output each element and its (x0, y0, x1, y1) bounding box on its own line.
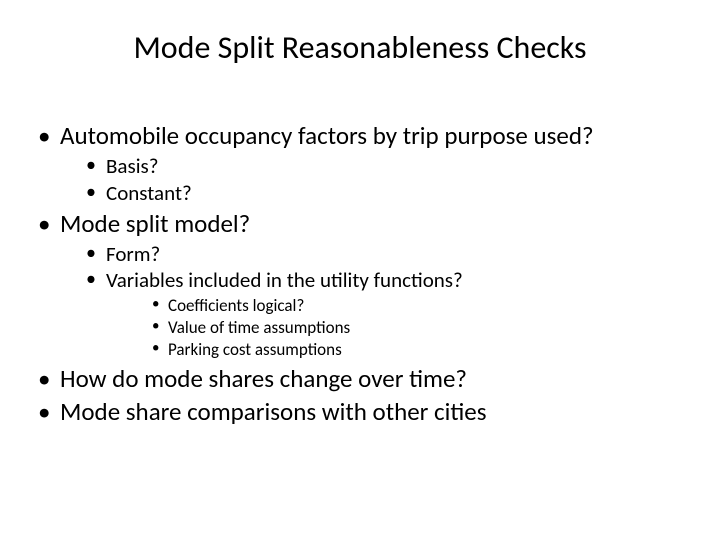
list-item: Value of time assumptions (150, 317, 684, 339)
bullet-list-lvl2: Basis? Constant? (60, 153, 684, 206)
bullet-text: How do mode shares change over time? (60, 363, 467, 394)
list-item: Variables included in the utility functi… (84, 267, 684, 361)
bullet-text: Mode split model? (60, 208, 250, 239)
list-item: Mode split model? Form? Variables includ… (36, 208, 684, 361)
list-item: How do mode shares change over time? (36, 363, 684, 394)
list-item: Coefficients logical? (150, 295, 684, 317)
list-item: Basis? (84, 153, 684, 179)
slide: Mode Split Reasonableness Checks Automob… (0, 0, 720, 540)
bullet-list-lvl3: Coefficients logical? Value of time assu… (106, 295, 684, 361)
bullet-text: Coefficients logical? (168, 295, 304, 316)
bullet-text: Basis? (106, 153, 158, 179)
slide-title: Mode Split Reasonableness Checks (0, 28, 720, 67)
bullet-text: Form? (106, 241, 160, 267)
bullet-text: Value of time assumptions (168, 317, 350, 338)
bullet-text: Variables included in the utility functi… (106, 267, 463, 293)
list-item: Mode share comparisons with other cities (36, 396, 684, 427)
bullet-list-lvl2: Form? Variables included in the utility … (60, 241, 684, 361)
list-item: Form? (84, 241, 684, 267)
bullet-text: Parking cost assumptions (168, 339, 342, 360)
bullet-text: Mode share comparisons with other cities (60, 396, 486, 427)
bullet-list-lvl1: Automobile occupancy factors by trip pur… (36, 120, 684, 427)
slide-body: Automobile occupancy factors by trip pur… (36, 120, 684, 429)
list-item: Parking cost assumptions (150, 339, 684, 361)
list-item: Automobile occupancy factors by trip pur… (36, 120, 684, 206)
bullet-text: Constant? (106, 180, 192, 206)
list-item: Constant? (84, 180, 684, 206)
bullet-text: Automobile occupancy factors by trip pur… (60, 120, 594, 151)
